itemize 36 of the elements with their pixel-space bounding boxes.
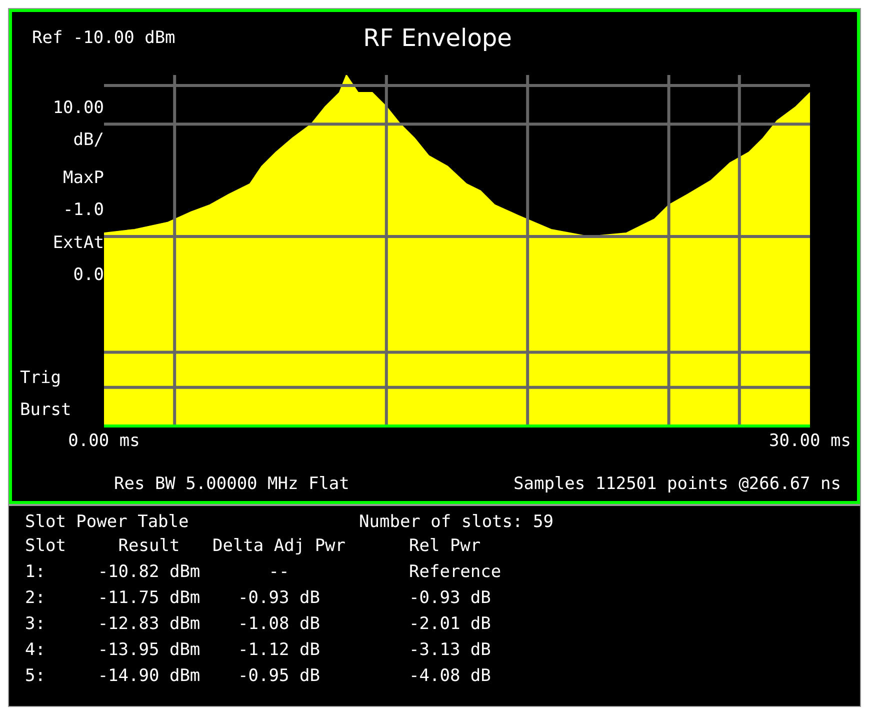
text: -1.12 dB <box>237 640 321 660</box>
text: -0.93 dB <box>237 588 321 608</box>
text: Result <box>118 536 180 556</box>
annotation: 10.00 dB/ <box>52 97 104 152</box>
text: -2.01 dB <box>409 614 491 634</box>
text: Delta Adj Pwr <box>211 536 347 556</box>
x-tick-label: 30.00 ms <box>769 431 851 452</box>
text: Samples 112501 points @266.67 ns <box>513 474 841 494</box>
text: -10.82 dBm <box>96 562 202 582</box>
text: 5: <box>25 666 46 686</box>
text: -0.93 dB <box>409 588 491 608</box>
text: -0.95 dB <box>237 666 321 686</box>
text: 2: <box>25 588 46 608</box>
annotation: MaxP -1.0 <box>62 167 104 222</box>
text: -1.08 dB <box>237 614 321 634</box>
text: 4: <box>25 640 46 660</box>
text: -11.75 dBm <box>96 588 202 608</box>
text: -4.08 dB <box>409 666 491 686</box>
text: Slot Power Table <box>25 512 189 532</box>
text: Ref -10.00 dBm <box>32 28 176 48</box>
text: -13.95 dBm <box>96 640 202 660</box>
text: 3: <box>25 614 46 634</box>
text: -3.13 dB <box>409 640 491 660</box>
text: Rel Pwr <box>409 536 481 556</box>
text: -14.90 dBm <box>96 666 202 686</box>
text: Reference <box>409 562 502 582</box>
text: 1: <box>25 562 46 582</box>
text: Res BW 5.00000 MHz Flat <box>114 474 350 494</box>
x-tick-label: 0.00 ms <box>68 431 140 452</box>
annotation: ExtAt 0.0 <box>52 232 104 287</box>
text: Trig Burst <box>20 367 72 422</box>
text: Slot <box>25 536 66 556</box>
chart-title: RF Envelope <box>363 24 512 52</box>
text: -- <box>268 562 290 582</box>
text: Number of slots: 59 <box>359 512 554 532</box>
text: -12.83 dBm <box>96 614 202 634</box>
